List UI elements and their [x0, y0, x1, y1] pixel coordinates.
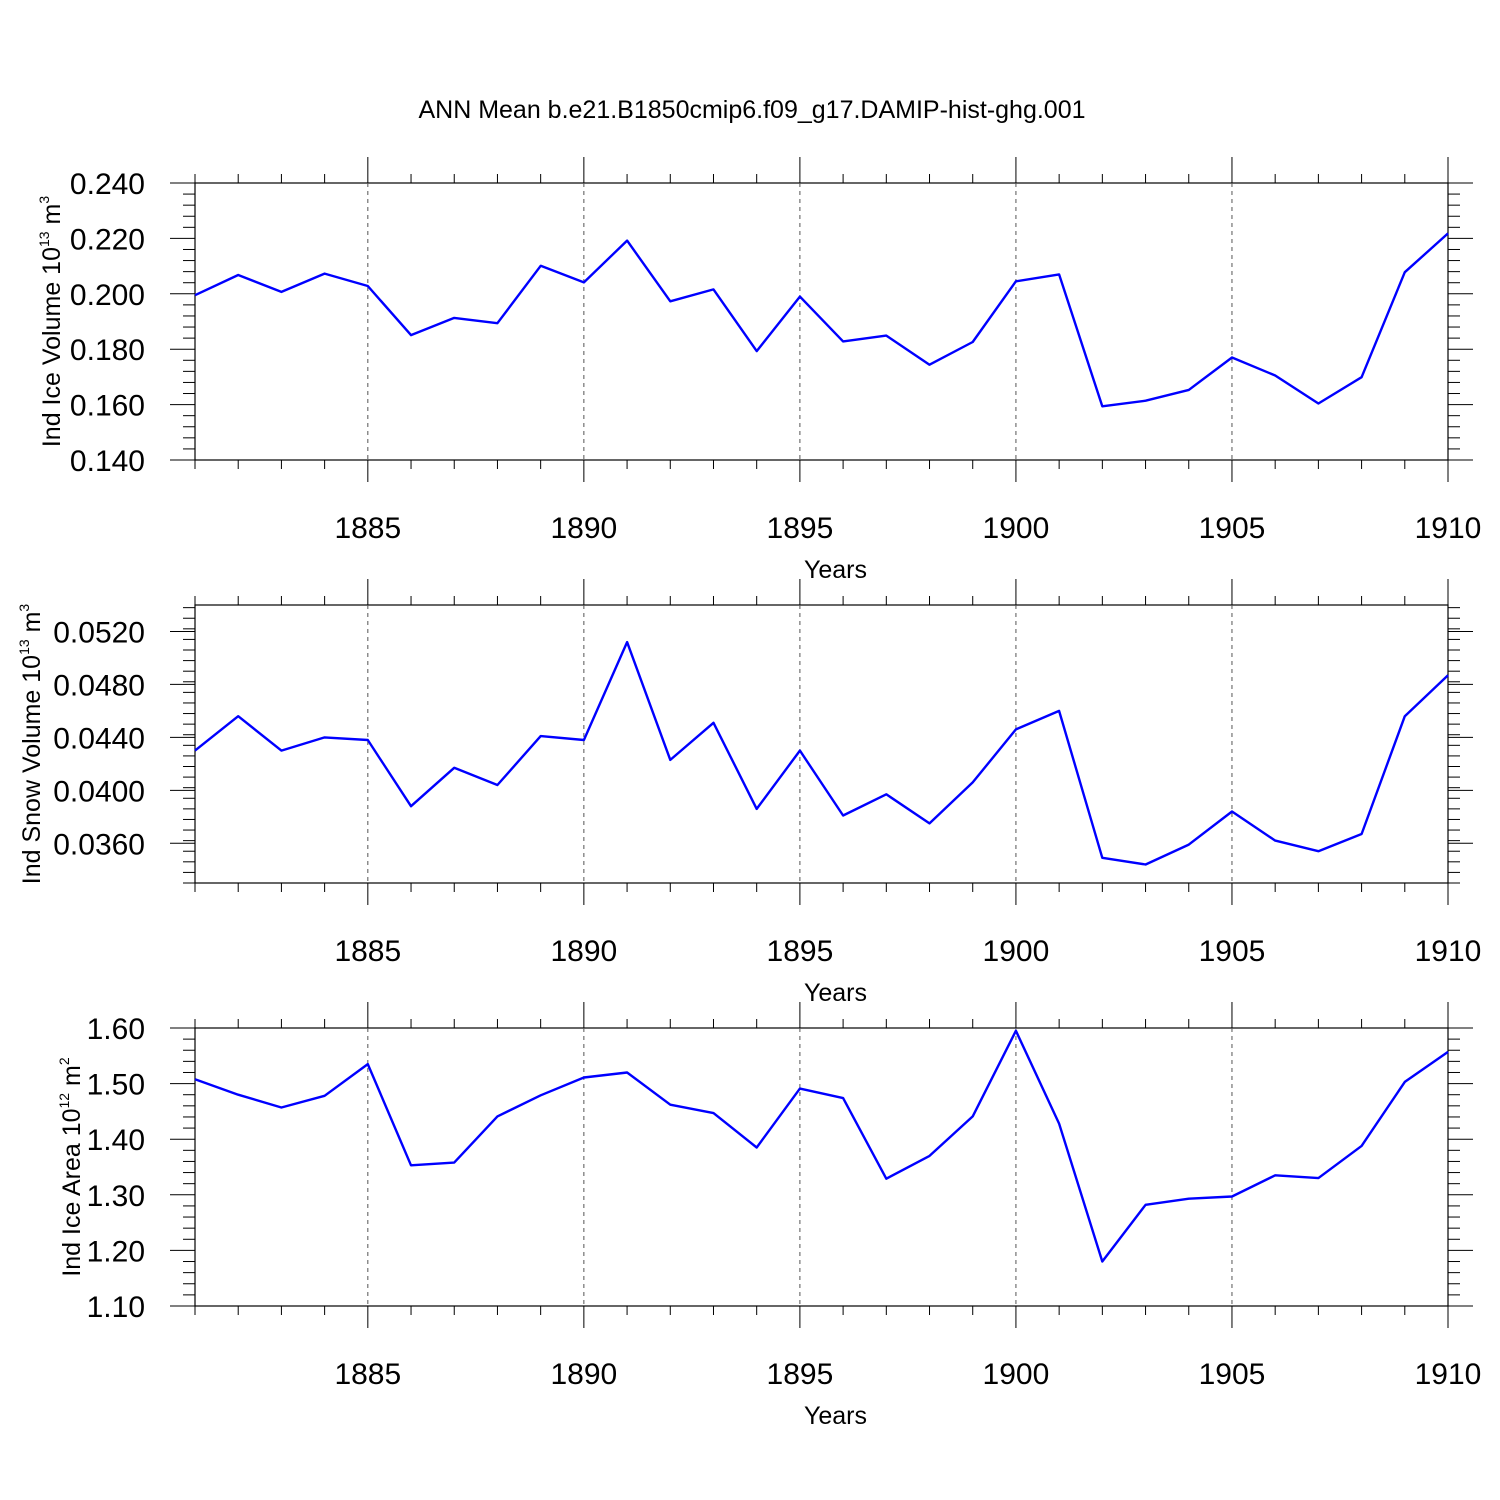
y-axis-label-superscript: 2 [56, 1057, 72, 1065]
series-line [194, 1029, 1449, 1263]
y-tick-label: 0.0440 [53, 722, 145, 755]
y-tick-label: 0.0360 [53, 828, 145, 861]
series-line [194, 640, 1449, 866]
x-tick-label: 1885 [334, 935, 401, 968]
x-tick-label: 1900 [983, 935, 1050, 968]
y-axis-label-text: m [38, 204, 66, 232]
y-tick-label: 0.0520 [53, 616, 145, 649]
x-tick-label: 1905 [1199, 935, 1266, 968]
chart-panel-2: 1885 1890 1895 1900 1905 1910 0.0360 0.0400 0.04… [16, 579, 1481, 1007]
y-axis-label-text: m [18, 612, 46, 640]
y-tick-label: 0.180 [70, 334, 145, 367]
y-tick-label: 1.50 [87, 1069, 145, 1102]
y-tick-label: 0.160 [70, 390, 145, 423]
plot-frame [194, 604, 1449, 884]
y-axis-label-text: Ind Ice Volume 10 [38, 247, 66, 447]
x-tick-label: 1895 [767, 512, 834, 545]
y-tick-label: 0.0400 [53, 775, 145, 808]
x-axis-label: Years [804, 1402, 867, 1430]
y-axis-label-superscript: 3 [36, 196, 52, 204]
y-axis-label-superscript: 12 [56, 1093, 72, 1109]
figure-title: ANN Mean b.e21.B1850cmip6.f09_g17.DAMIP-… [418, 96, 1085, 124]
x-tick-label: 1895 [767, 1358, 834, 1391]
y-axis-label: Ind Ice Area 1012 m2 [56, 1057, 86, 1277]
y-tick-label: 0.200 [70, 279, 145, 312]
y-axis-label-superscript: 3 [16, 604, 32, 612]
x-tick-label: 1890 [550, 512, 617, 545]
x-tick-label: 1910 [1415, 1358, 1482, 1391]
series-line [194, 232, 1449, 408]
x-tick-label: 1900 [983, 512, 1050, 545]
y-tick-label: 1.20 [87, 1235, 145, 1268]
y-axis-label-text: Ind Ice Area 10 [58, 1108, 86, 1276]
chart-panel-1: 1885 1890 1895 1900 1905 1910 0.140 0.160 0.180 0… [36, 157, 1481, 584]
y-axis-label-text: m [58, 1065, 86, 1093]
y-tick-label: 0.140 [70, 445, 145, 478]
y-tick-label: 1.40 [87, 1124, 145, 1157]
chart-panels: 1885 1890 1895 1900 1905 1910 0.140 0.160 0.180 0… [16, 157, 1481, 1430]
x-tick-label: 1910 [1415, 512, 1482, 545]
y-tick-label: 0.220 [70, 223, 145, 256]
y-axis-label-superscript: 13 [36, 231, 52, 247]
y-tick-label: 1.30 [87, 1180, 145, 1213]
x-tick-label: 1885 [334, 1358, 401, 1391]
y-tick-label: 1.60 [87, 1013, 145, 1046]
y-tick-label: 0.0480 [53, 669, 145, 702]
y-tick-label: 0.240 [70, 168, 145, 201]
plot-frame [194, 1027, 1449, 1307]
x-tick-label: 1900 [983, 1358, 1050, 1391]
x-axis-label: Years [804, 979, 867, 1007]
y-axis-label-superscript: 13 [16, 639, 32, 655]
x-tick-label: 1910 [1415, 935, 1482, 968]
y-axis-label: Ind Snow Volume 1013 m3 [16, 604, 46, 885]
x-axis-label: Years [804, 556, 867, 584]
x-tick-label: 1895 [767, 935, 834, 968]
y-axis-label-text: Ind Snow Volume 10 [18, 655, 46, 884]
y-axis-label: Ind Ice Volume 1013 m3 [36, 196, 66, 448]
plot-frame [194, 182, 1449, 461]
chart-panel-3: 1885 1890 1895 1900 1905 1910 1.10 1.20 1.30 1.40… [56, 1002, 1481, 1430]
y-tick-label: 1.10 [87, 1291, 145, 1324]
x-tick-label: 1890 [550, 935, 617, 968]
x-tick-label: 1905 [1199, 512, 1266, 545]
x-tick-label: 1890 [550, 1358, 617, 1391]
x-tick-label: 1885 [334, 512, 401, 545]
x-tick-label: 1905 [1199, 1358, 1266, 1391]
